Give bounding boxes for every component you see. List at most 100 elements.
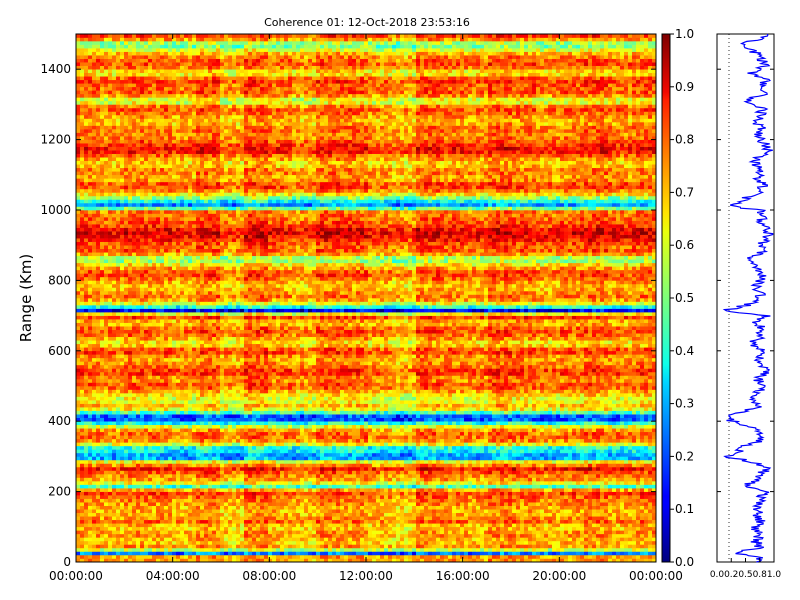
heatmap-cell <box>220 453 224 457</box>
heatmap-cell <box>340 544 344 548</box>
heatmap-cell <box>412 446 416 450</box>
heatmap-cell <box>92 453 96 457</box>
heatmap-cell <box>84 495 88 499</box>
heatmap-cell <box>608 453 612 457</box>
heatmap-cell <box>476 534 480 538</box>
heatmap-cell <box>140 492 144 496</box>
heatmap-cell <box>356 530 360 534</box>
heatmap-cell <box>604 502 608 506</box>
heatmap-cell <box>184 530 188 534</box>
heatmap-cell <box>240 499 244 503</box>
heatmap-cell <box>160 453 164 457</box>
heatmap-cell <box>580 495 584 499</box>
heatmap-cell <box>156 548 160 552</box>
heatmap-cell <box>76 544 80 548</box>
heatmap-cell <box>480 467 484 471</box>
heatmap-cell <box>260 478 264 482</box>
heatmap-cell <box>464 470 468 474</box>
heatmap-cell <box>644 513 648 517</box>
heatmap-cell <box>384 513 388 517</box>
heatmap-cell <box>112 467 116 471</box>
heatmap-cell <box>304 449 308 453</box>
heatmap-cell <box>304 474 308 478</box>
heatmap-cell <box>548 520 552 524</box>
heatmap-cell <box>516 488 520 492</box>
heatmap-cell <box>228 474 232 478</box>
heatmap-cell <box>452 442 456 446</box>
heatmap-cell <box>436 534 440 538</box>
heatmap-cell <box>96 555 100 559</box>
heatmap-cell <box>644 516 648 520</box>
heatmap-cell <box>84 463 88 467</box>
heatmap-cell <box>636 509 640 513</box>
heatmap-cell <box>380 485 384 489</box>
heatmap-cell <box>432 481 436 485</box>
heatmap-cell <box>236 460 240 464</box>
heatmap-cell <box>576 485 580 489</box>
heatmap-cell <box>392 449 396 453</box>
heatmap-cell <box>144 460 148 464</box>
heatmap-cell <box>268 513 272 517</box>
heatmap-cell <box>304 453 308 457</box>
heatmap-cell <box>340 537 344 541</box>
heatmap-cell <box>132 530 136 534</box>
heatmap-cell <box>224 537 228 541</box>
heatmap-cell <box>604 460 608 464</box>
heatmap-cell <box>244 478 248 482</box>
heatmap-cell <box>508 442 512 446</box>
heatmap-cell <box>416 463 420 467</box>
heatmap-cell <box>488 481 492 485</box>
heatmap-cell <box>216 509 220 513</box>
heatmap-cell <box>276 481 280 485</box>
heatmap-cell <box>452 474 456 478</box>
heatmap-cell <box>648 442 652 446</box>
heatmap-cell <box>572 516 576 520</box>
heatmap-cell <box>484 446 488 450</box>
heatmap-cell <box>564 467 568 471</box>
heatmap-cell <box>84 453 88 457</box>
heatmap-cell <box>280 467 284 471</box>
heatmap-cell <box>428 442 432 446</box>
heatmap-cell <box>372 548 376 552</box>
heatmap-cell <box>632 453 636 457</box>
heatmap-cell <box>520 467 524 471</box>
heatmap-cell <box>168 442 172 446</box>
heatmap-cell <box>476 548 480 552</box>
heatmap-cell <box>224 520 228 524</box>
heatmap-cell <box>212 439 216 443</box>
heatmap-cell <box>140 520 144 524</box>
heatmap-cell <box>128 555 132 559</box>
heatmap-cell <box>96 442 100 446</box>
heatmap-cell <box>340 481 344 485</box>
heatmap-cell <box>476 495 480 499</box>
heatmap-cell <box>604 530 608 534</box>
heatmap-cell <box>220 488 224 492</box>
heatmap-cell <box>276 513 280 517</box>
heatmap-cell <box>364 460 368 464</box>
heatmap-cell <box>200 523 204 527</box>
heatmap-cell <box>420 499 424 503</box>
heatmap-cell <box>216 541 220 545</box>
heatmap-cell <box>648 541 652 545</box>
heatmap-cell <box>424 534 428 538</box>
heatmap-cell <box>84 446 88 450</box>
heatmap-cell <box>416 495 420 499</box>
heatmap-cell <box>412 530 416 534</box>
heatmap-cell <box>344 495 348 499</box>
heatmap-cell <box>636 516 640 520</box>
heatmap-cell <box>188 485 192 489</box>
heatmap-cell <box>472 474 476 478</box>
heatmap-cell <box>608 516 612 520</box>
heatmap-cell <box>88 530 92 534</box>
heatmap-cell <box>612 470 616 474</box>
heatmap-cell <box>580 449 584 453</box>
heatmap-cell <box>112 509 116 513</box>
heatmap-cell <box>612 499 616 503</box>
heatmap-cell <box>600 544 604 548</box>
heatmap-cell <box>324 544 328 548</box>
heatmap-cell <box>196 485 200 489</box>
heatmap-cell <box>640 456 644 460</box>
heatmap-cell <box>536 555 540 559</box>
heatmap-cell <box>344 492 348 496</box>
heatmap-cell <box>444 467 448 471</box>
